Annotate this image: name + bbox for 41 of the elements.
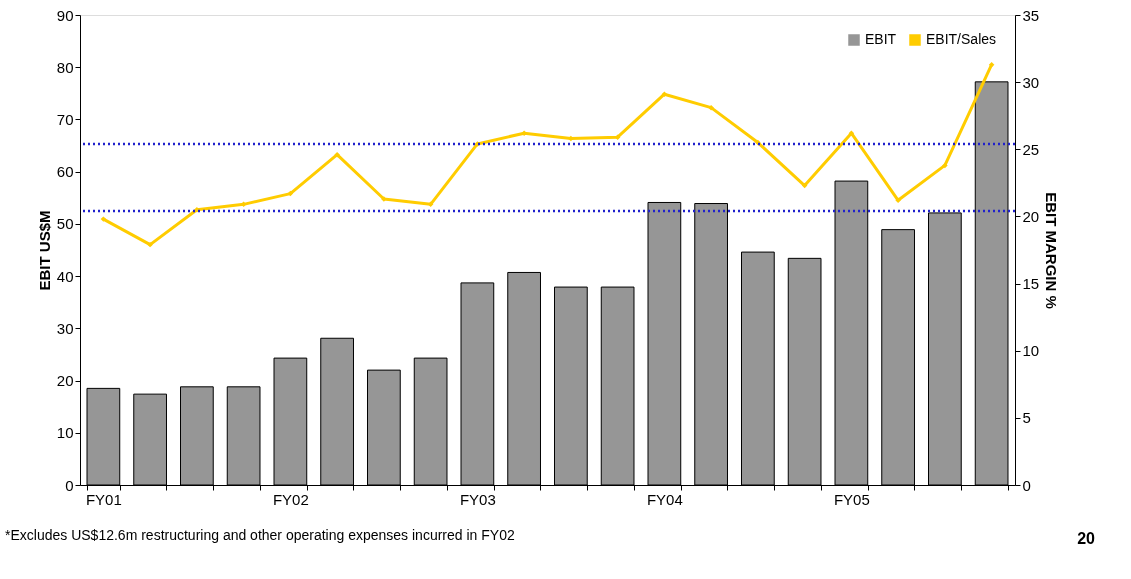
y2-tick-label: 30 xyxy=(1022,73,1040,91)
y-tick-label: 70 xyxy=(56,110,74,128)
y2-tick-label: 35 xyxy=(1022,6,1040,24)
y-tick-label: 60 xyxy=(56,163,74,181)
text: *Excludes US$12.6m restructuring and other operating expenses incurred in FY02 xyxy=(5,527,515,543)
point xyxy=(568,135,574,142)
y-tick-label: 40 xyxy=(56,267,74,285)
x-tick-label: FY01 xyxy=(85,490,122,508)
y2-tick-label: 5 xyxy=(1022,409,1031,427)
point xyxy=(661,91,668,97)
y-tick-label: 90 xyxy=(56,6,74,24)
point xyxy=(708,104,714,111)
y2-tick-label: 10 xyxy=(1022,342,1040,360)
point xyxy=(147,241,153,248)
point xyxy=(988,61,995,68)
y-tick-label: 0 xyxy=(65,476,74,494)
y2-tick-label: 20 xyxy=(1022,207,1040,225)
y2-axis-title: EBIT MARGIN % xyxy=(1043,192,1061,309)
legend-label: EBIT/Sales xyxy=(926,31,997,47)
point xyxy=(848,130,855,136)
point xyxy=(100,216,107,222)
y-tick-label: 10 xyxy=(56,424,74,442)
x-tick-label: FY04 xyxy=(646,490,683,508)
y2-tick-label: 0 xyxy=(1022,476,1031,494)
y-tick-label: 20 xyxy=(56,372,74,390)
point xyxy=(895,197,901,204)
x-tick-label: FY03 xyxy=(459,490,496,508)
y-axis-title: EBIT US$M xyxy=(35,210,53,291)
text: 20 xyxy=(1077,530,1096,547)
x-tick-label: FY02 xyxy=(272,490,309,508)
y2-tick-label: 25 xyxy=(1022,140,1040,158)
y2-tick-label: 15 xyxy=(1022,275,1040,293)
point xyxy=(521,130,527,136)
x-tick-label: FY05 xyxy=(833,490,870,508)
point xyxy=(334,151,340,158)
point xyxy=(427,201,434,208)
legend-label: EBIT xyxy=(865,31,897,47)
y-tick-label: 30 xyxy=(56,319,74,337)
y-tick-label: 80 xyxy=(56,58,74,76)
y-tick-label: 50 xyxy=(56,215,74,233)
point xyxy=(942,162,948,169)
